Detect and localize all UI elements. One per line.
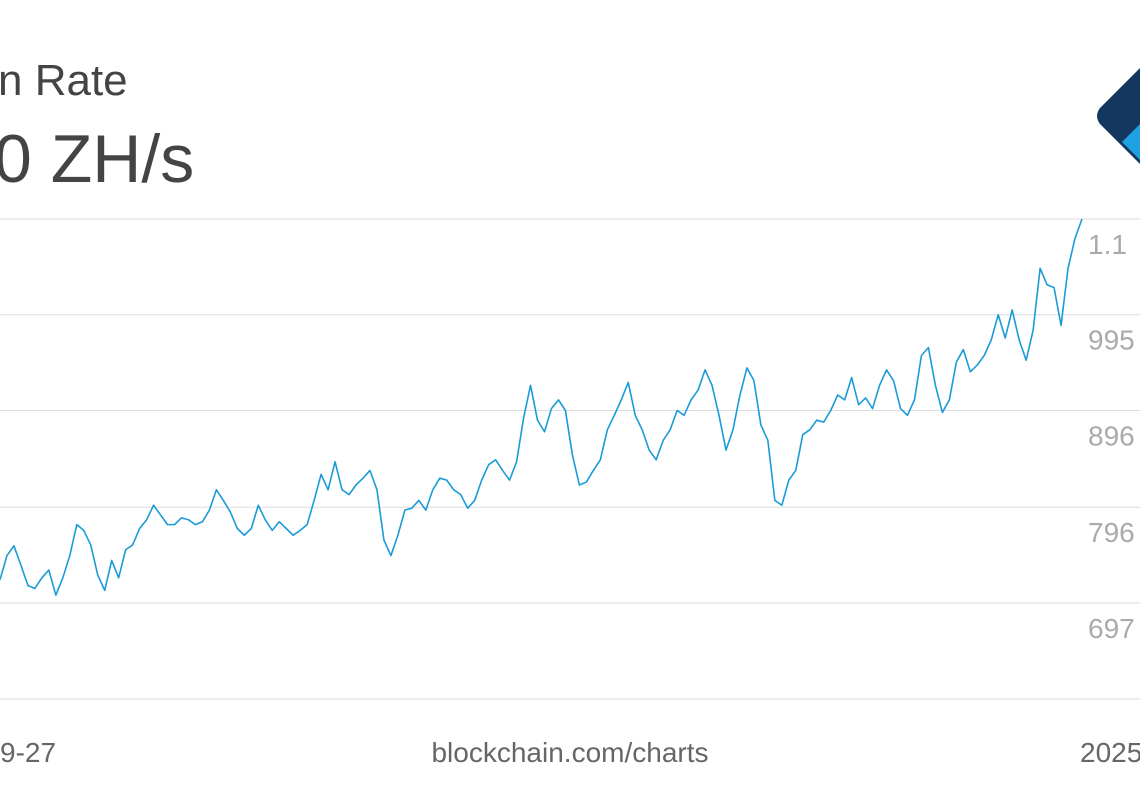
y-tick-label: 1.1 [1088,229,1127,260]
y-tick-label: 796 [1088,517,1135,548]
y-tick-label: 697 [1088,613,1135,644]
x-tick-label: 2025 [1080,737,1140,768]
x-tick-label: 9-27 [0,737,56,768]
y-tick-label: 896 [1088,420,1135,451]
source: blockchain.com/charts [431,737,708,768]
logo-light [1122,124,1140,160]
series-line [0,218,1083,597]
chart-subtitle: 0 ZH/s [0,121,194,197]
logo [1097,68,1140,164]
y-tick-label: 995 [1088,325,1135,356]
chart-title: n Rate [0,56,128,105]
